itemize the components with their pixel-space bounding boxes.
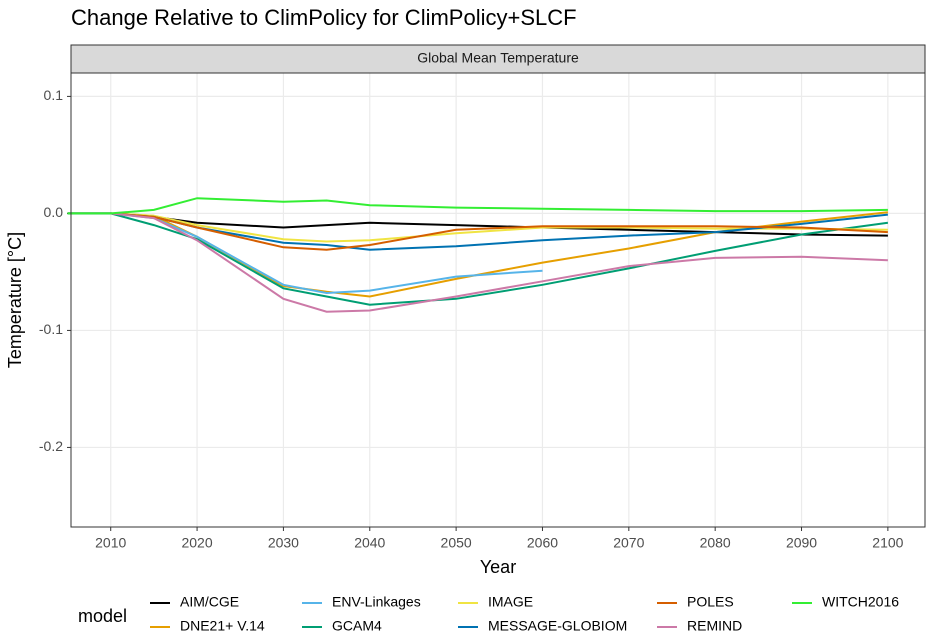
series-line [110,212,888,313]
plot-area [71,73,925,527]
x-tick-label: 2040 [354,535,385,551]
legend-label: AIM/CGE [180,594,239,610]
legend-label: IMAGE [488,594,533,610]
x-tick-label: 2020 [181,535,212,551]
legend-label: MESSAGE-GLOBIOM [488,618,627,634]
series-line [67,212,889,306]
y-tick-label: -0.2 [39,438,63,454]
y-tick-label: 0.1 [44,87,64,103]
x-tick-label: 2100 [872,535,903,551]
chart-title: Change Relative to ClimPolicy for ClimPo… [71,5,577,30]
legend-title: model [78,606,127,626]
x-tick-label: 2080 [700,535,731,551]
y-tick-label: 0.0 [44,204,64,220]
plot-border [70,72,926,528]
series-line [67,197,888,215]
legend-label: POLES [687,594,734,610]
y-axis-label: Temperature [°C] [5,232,25,368]
y-tick-label: -0.1 [39,321,63,337]
strip [70,44,926,74]
x-tick-label: 2030 [268,535,299,551]
x-tick-label: 2050 [441,535,472,551]
x-tick-label: 2010 [95,535,126,551]
x-tick-label: 2090 [786,535,817,551]
x-tick-label: 2070 [613,535,644,551]
series-line [110,212,888,251]
legend-label: ENV-Linkages [332,594,421,610]
x-tick-label: 2060 [527,535,558,551]
legend-label: WITCH2016 [822,594,899,610]
panel-title: Global Mean Temperature [417,50,579,66]
legend-label: REMIND [687,618,742,634]
x-axis-label: Year [480,557,516,577]
legend-label: DNE21+ V.14 [180,618,265,634]
legend-label: GCAM4 [332,618,382,634]
